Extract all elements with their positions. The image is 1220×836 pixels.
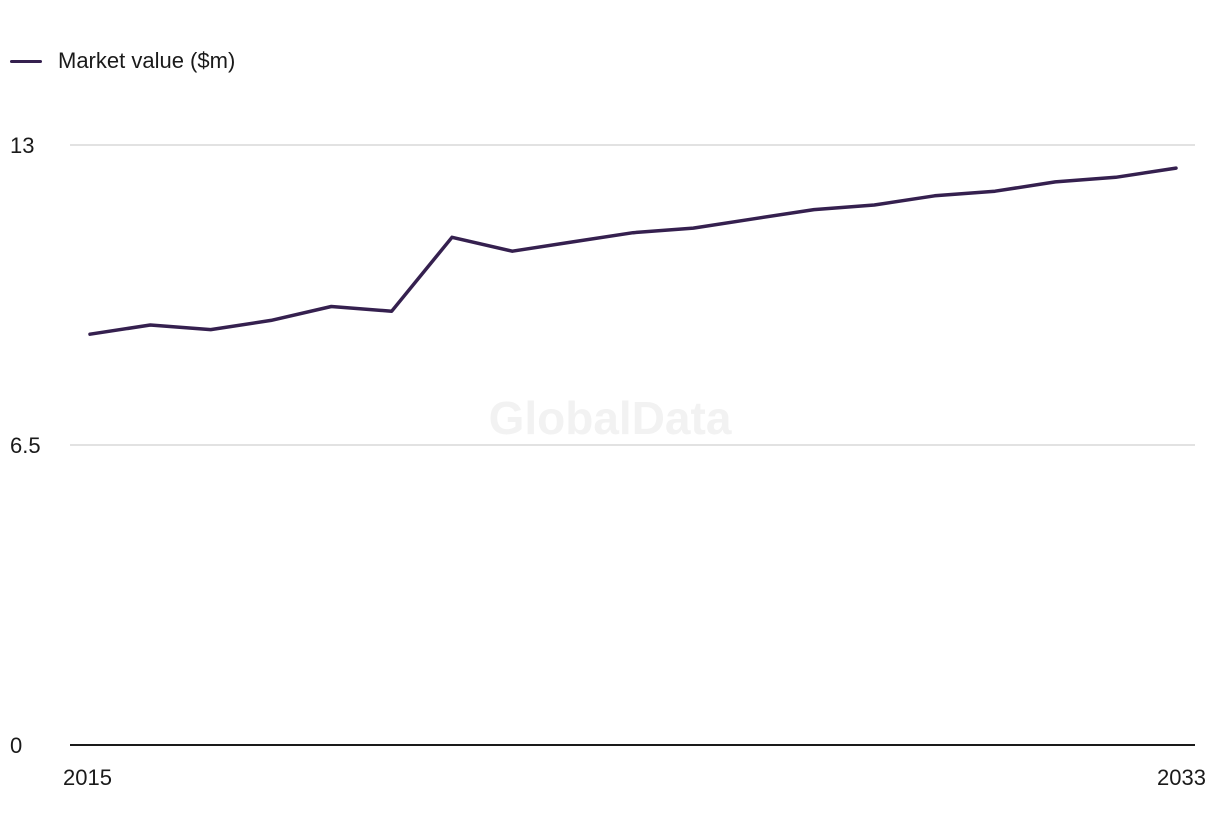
legend-label: Market value ($m)	[58, 48, 236, 73]
y-tick-label: 0	[10, 733, 22, 758]
gridlines	[70, 144, 1195, 446]
x-tick-label: 2033	[1157, 765, 1206, 790]
y-tick-label: 6.5	[10, 433, 41, 458]
x-tick-label: 2015	[63, 765, 112, 790]
series-line	[88, 166, 1178, 336]
chart-legend: Market value ($m)	[10, 46, 235, 76]
x-axis-ticks: 2015 2033	[63, 765, 1206, 790]
y-axis-ticks: 0 6.5 13	[10, 133, 41, 758]
watermark: GlobalData	[489, 392, 732, 444]
series-group	[88, 166, 1178, 336]
legend-swatch	[10, 59, 42, 63]
y-tick-label: 13	[10, 133, 34, 158]
